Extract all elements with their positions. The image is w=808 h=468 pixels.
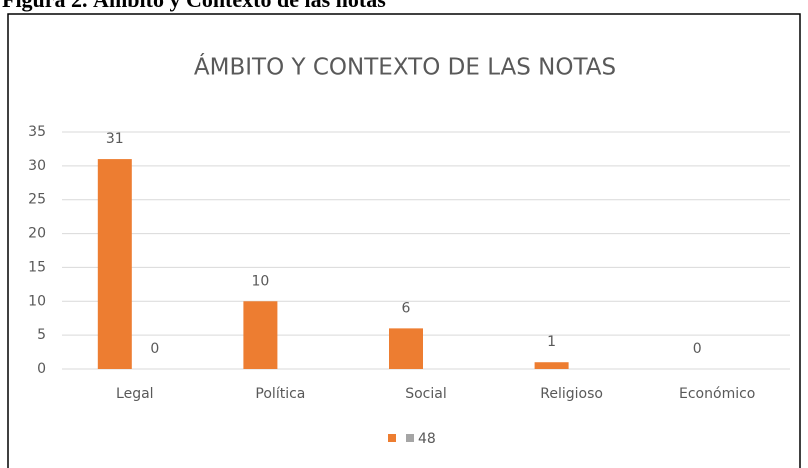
y-tick-label: 35 xyxy=(28,124,46,140)
data-label: 0 xyxy=(693,341,702,357)
chart-title: ÁMBITO Y CONTEXTO DE LAS NOTAS xyxy=(194,53,616,81)
legend-label: 48 xyxy=(418,431,436,447)
data-label: 0 xyxy=(150,341,159,357)
bar xyxy=(97,159,132,369)
data-label: 6 xyxy=(402,300,411,316)
x-tick-label: Económico xyxy=(679,386,755,402)
x-tick-label: Religioso xyxy=(540,386,603,402)
x-tick-label: Social xyxy=(405,386,447,402)
legend-swatch xyxy=(406,434,414,442)
y-tick-label: 20 xyxy=(28,226,46,242)
y-tick-label: 25 xyxy=(28,192,46,208)
bar xyxy=(389,328,423,369)
figure-caption: Figura 2. Ámbito y Contexto de las notas xyxy=(2,0,386,12)
x-tick-label: Política xyxy=(255,386,305,402)
bar xyxy=(534,362,569,369)
y-tick-label: 0 xyxy=(37,361,46,377)
y-tick-label: 10 xyxy=(28,293,46,309)
data-label: 31 xyxy=(106,131,124,147)
legend-swatch xyxy=(388,434,396,442)
data-label: 1 xyxy=(547,334,556,350)
y-tick-label: 5 xyxy=(37,327,46,343)
x-tick-label: Legal xyxy=(116,386,154,402)
y-tick-label: 15 xyxy=(28,259,46,275)
bar xyxy=(243,301,278,369)
chart-border xyxy=(7,13,801,468)
y-tick-label: 30 xyxy=(28,158,46,174)
data-label: 10 xyxy=(251,273,269,289)
